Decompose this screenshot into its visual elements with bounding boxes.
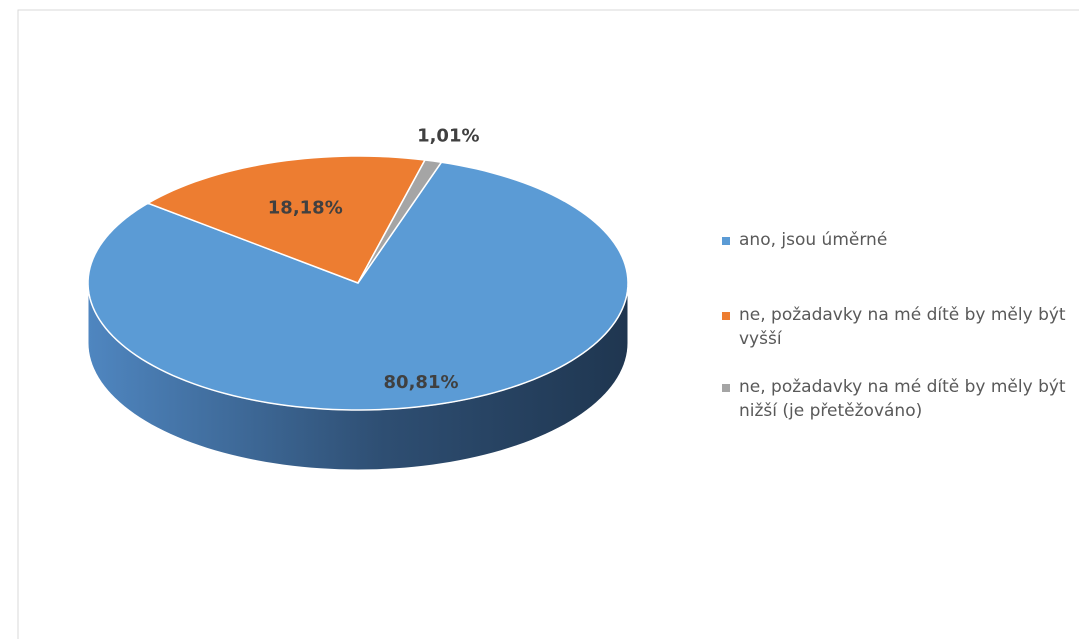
legend-swatch [722,237,730,245]
legend-swatch [722,312,730,320]
legend-item: ano, jsou úměrné [722,228,1067,252]
data-label: 18,18% [268,197,343,218]
legend-label: ne, požadavky na mé dítě by měly být vyš… [739,305,1066,349]
pie-slice [357,159,443,284]
data-label: 80,81% [384,372,459,393]
chart-border [17,9,1079,639]
legend-label: ano, jsou úměrné [739,230,888,250]
data-label: 1,01% [417,126,479,147]
legend-item: ne, požadavky na mé dítě by měly být niž… [722,375,1067,423]
legend-swatch [722,384,730,392]
pie-slice [146,155,427,284]
legend-label: ne, požadavky na mé dítě by měly být niž… [739,377,1066,421]
pie-slice [87,161,629,411]
legend-item: ne, požadavky na mé dítě by měly být vyš… [722,303,1067,351]
